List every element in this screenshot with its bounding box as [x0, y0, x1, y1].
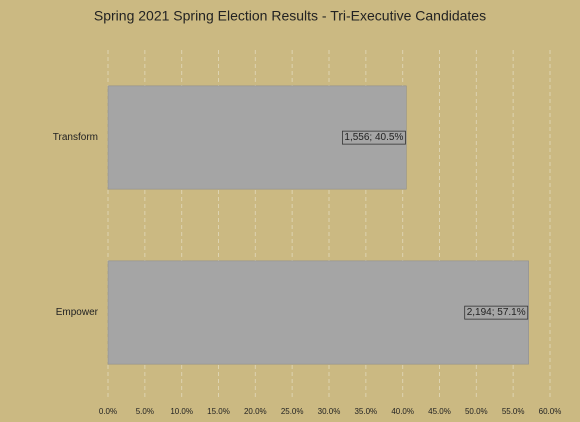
x-tick-label: 35.0% [354, 407, 377, 416]
value-label: 1,556; 40.5% [344, 132, 403, 143]
x-tick-label: 55.0% [502, 407, 525, 416]
x-tick-label: 60.0% [539, 407, 562, 416]
x-tick-label: 5.0% [136, 407, 154, 416]
x-tick-label: 0.0% [99, 407, 117, 416]
value-label: 2,194; 57.1% [467, 307, 526, 318]
bar [107, 260, 529, 365]
chart-title: Spring 2021 Spring Election Results - Tr… [94, 8, 486, 24]
x-tick-label: 15.0% [207, 407, 230, 416]
x-tick-label: 30.0% [318, 407, 341, 416]
value-label-box [342, 130, 406, 145]
x-tick-label: 25.0% [281, 407, 304, 416]
y-tick-label: Transform [53, 132, 98, 143]
x-tick-label: 20.0% [244, 407, 267, 416]
x-tick-label: 10.0% [170, 407, 193, 416]
x-tick-label: 45.0% [428, 407, 451, 416]
x-tick-label: 50.0% [465, 407, 488, 416]
value-label-box [464, 305, 529, 320]
y-tick-label: Empower [56, 307, 99, 318]
bar [107, 85, 407, 190]
x-tick-label: 40.0% [391, 407, 414, 416]
